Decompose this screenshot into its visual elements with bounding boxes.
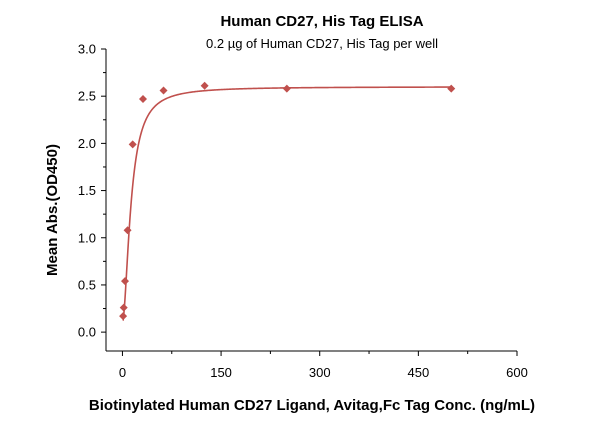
y-tick-label: 0.0 (78, 325, 96, 340)
y-axis-label: Mean Abs.(OD450) (44, 144, 61, 276)
x-tick-label: 450 (408, 365, 430, 380)
data-point (128, 140, 137, 149)
x-axis-label: Biotinylated Human CD27 Ligand, Avitag,F… (89, 397, 535, 414)
x-tick-label: 300 (309, 365, 331, 380)
data-point (123, 226, 132, 235)
data-points (119, 81, 456, 321)
x-ticks: 0 150 300 450 600 (119, 351, 528, 380)
y-tick-label: 2.5 (78, 89, 96, 104)
y-ticks: 0.0 0.5 1.0 1.5 2.0 2.5 3.0 (78, 42, 106, 340)
data-point (447, 84, 456, 93)
axes (105, 49, 517, 352)
y-tick-label: 2.0 (78, 136, 96, 151)
y-tick-label: 3.0 (78, 42, 96, 57)
data-point (119, 312, 128, 321)
data-point (200, 81, 209, 90)
y-tick-label: 1.5 (78, 183, 96, 198)
data-point (121, 277, 130, 286)
x-tick-label: 600 (506, 365, 528, 380)
data-point (138, 95, 147, 104)
x-tick-label: 150 (210, 365, 232, 380)
x-tick-label: 0 (119, 365, 126, 380)
fit-curve (122, 86, 452, 322)
data-point (282, 84, 291, 93)
chart-subtitle: 0.2 µg of Human CD27, His Tag per well (206, 36, 438, 51)
chart-title: Human CD27, His Tag ELISA (220, 13, 423, 30)
data-point (159, 86, 168, 95)
y-tick-label: 1.0 (78, 230, 96, 245)
y-tick-label: 0.5 (78, 277, 96, 292)
data-point (119, 303, 128, 312)
